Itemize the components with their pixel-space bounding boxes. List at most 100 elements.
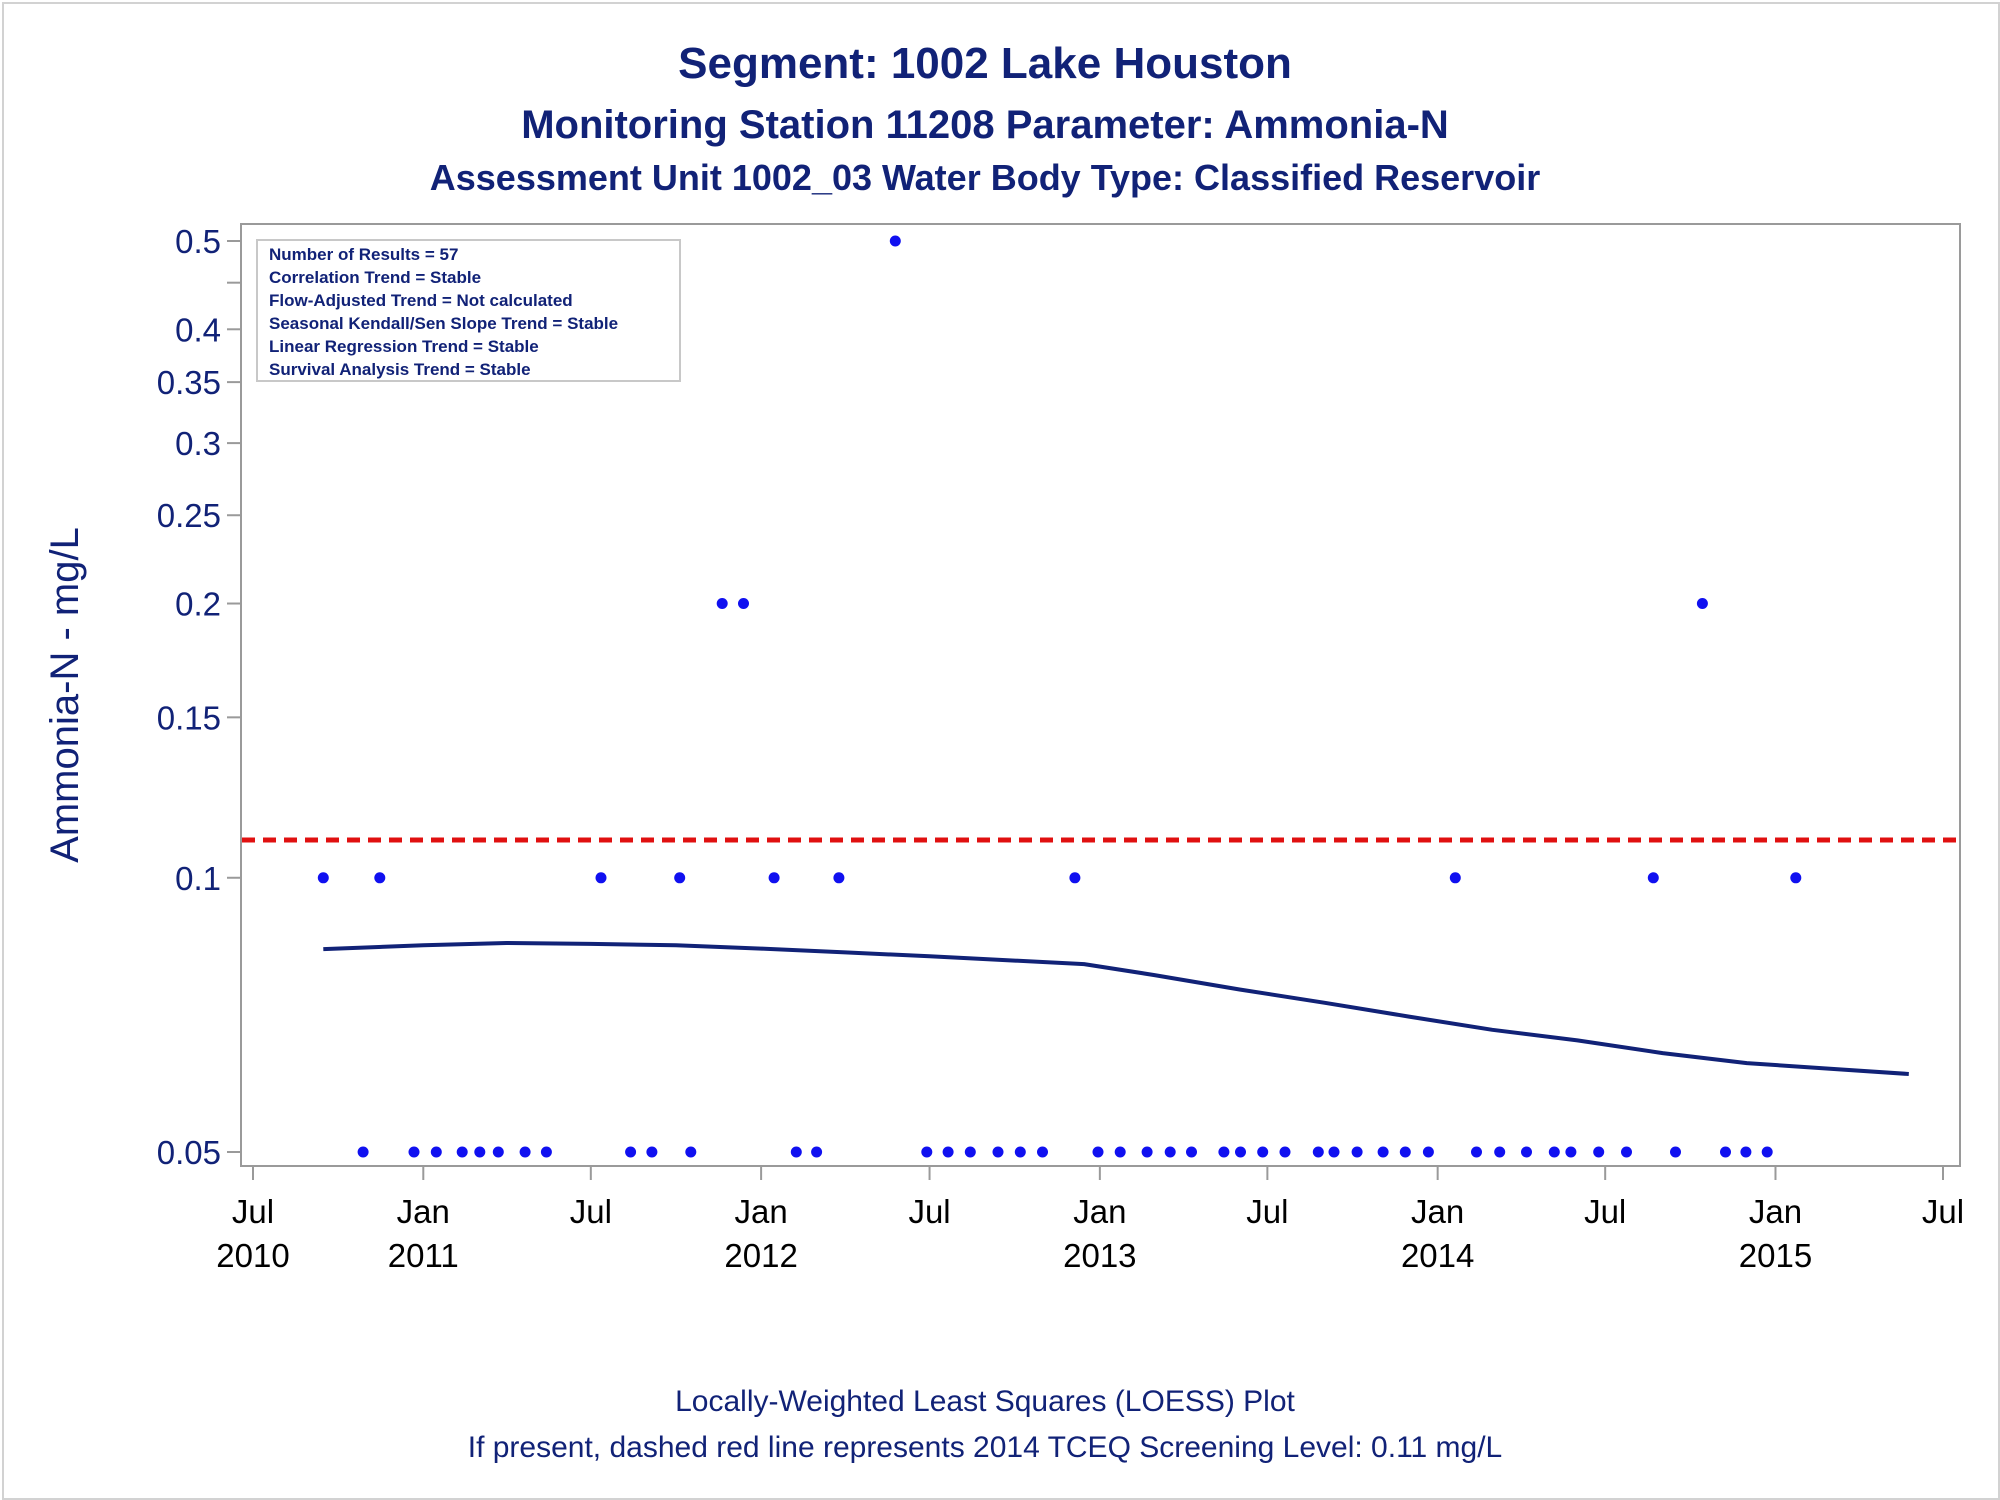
y-tick-label: 0.3 xyxy=(175,425,221,462)
x-tick-label: Jan xyxy=(735,1193,788,1230)
data-point xyxy=(790,1146,802,1158)
y-tick-label: 0.5 xyxy=(175,223,221,260)
data-point xyxy=(374,872,386,884)
data-point xyxy=(942,1146,954,1158)
data-point xyxy=(1186,1146,1197,1158)
data-point xyxy=(992,1146,1004,1158)
loess-curve xyxy=(323,941,1909,1076)
data-point xyxy=(1312,1146,1324,1158)
data-point xyxy=(1377,1146,1389,1158)
data-point xyxy=(1399,1146,1411,1158)
data-point xyxy=(625,1146,637,1158)
data-point xyxy=(811,1146,823,1158)
data-point xyxy=(1670,1146,1681,1158)
data-point xyxy=(768,872,780,884)
data-point xyxy=(1218,1146,1230,1158)
data-point xyxy=(738,598,749,609)
loess-line xyxy=(323,941,1909,1076)
data-point xyxy=(1494,1146,1506,1158)
x-tick-label: Jan xyxy=(1411,1193,1464,1230)
data-point xyxy=(1257,1146,1269,1158)
x-tick-label: Jan xyxy=(397,1193,450,1230)
data-point xyxy=(964,1146,976,1158)
stats-inset-line: Linear Regression Trend = Stable xyxy=(269,337,539,356)
y-tick-label: 0.15 xyxy=(157,699,221,736)
data-point xyxy=(357,1146,369,1158)
data-point xyxy=(674,872,686,884)
x-tick-label: Jan xyxy=(1749,1193,1802,1230)
data-point xyxy=(646,1146,658,1158)
y-tick-label: 0.4 xyxy=(175,311,221,348)
x-tick-label: Jul xyxy=(1584,1193,1626,1230)
x-tick-label: Jul xyxy=(232,1193,274,1230)
stats-inset-line: Correlation Trend = Stable xyxy=(269,268,481,287)
y-tick-label: 0.35 xyxy=(157,364,221,401)
data-point xyxy=(1521,1146,1532,1158)
data-point xyxy=(1141,1146,1153,1158)
y-tick-label: 0.2 xyxy=(175,586,221,623)
data-point xyxy=(889,235,901,247)
x-tick-year-label: 2014 xyxy=(1401,1237,1474,1274)
data-point xyxy=(1720,1146,1731,1158)
data-point xyxy=(1328,1146,1340,1158)
data-point xyxy=(716,598,728,609)
data-point xyxy=(540,1146,552,1158)
data-point xyxy=(1092,1146,1104,1158)
chart-subtitle-2: Assessment Unit 1002_03 Water Body Type:… xyxy=(430,157,1540,198)
x-tick-year-label: 2013 xyxy=(1063,1237,1136,1274)
data-point xyxy=(492,1146,504,1158)
data-point xyxy=(1548,1146,1560,1158)
x-tick-year-label: 2012 xyxy=(724,1237,797,1274)
data-point xyxy=(1593,1146,1605,1158)
data-point xyxy=(456,1146,468,1158)
stats-inset-border xyxy=(256,239,681,382)
data-point xyxy=(1422,1146,1434,1158)
data-point xyxy=(1279,1146,1291,1158)
data-point xyxy=(1069,872,1081,884)
stats-inset-line: Number of Results = 57 xyxy=(269,245,458,264)
y-tick-label: 0.25 xyxy=(157,497,221,534)
data-point xyxy=(1164,1146,1176,1158)
x-tick-label: Jan xyxy=(1073,1193,1126,1230)
data-point xyxy=(1114,1146,1126,1158)
data-point xyxy=(1740,1146,1752,1158)
stats-inset-line: Seasonal Kendall/Sen Slope Trend = Stabl… xyxy=(269,314,618,333)
chart-subtitle: Monitoring Station 11208 Parameter: Ammo… xyxy=(521,103,1449,147)
y-tick-label: 0.05 xyxy=(157,1134,221,1171)
x-tick-year-label: 2011 xyxy=(388,1237,459,1274)
data-point xyxy=(1014,1146,1026,1158)
x-tick-label: Jul xyxy=(908,1193,950,1230)
data-point xyxy=(1696,598,1708,609)
data-point xyxy=(685,1146,697,1158)
data-point xyxy=(1565,1146,1577,1158)
footnote-1: Locally-Weighted Least Squares (LOESS) P… xyxy=(675,1385,1295,1418)
stats-inset-line: Flow-Adjusted Trend = Not calculated xyxy=(269,291,573,310)
footnote-2: If present, dashed red line represents 2… xyxy=(468,1431,1503,1464)
data-point xyxy=(1471,1146,1482,1158)
data-point xyxy=(519,1146,531,1158)
data-point xyxy=(1449,872,1461,884)
y-axis: 0.05 0.1 0.15 0.2 0.25 0.3 0.35 0.4 0.5 xyxy=(157,223,241,1171)
data-point xyxy=(1621,1146,1632,1158)
data-point xyxy=(317,872,329,884)
data-point xyxy=(921,1146,933,1158)
x-tick-year-label: 2015 xyxy=(1739,1237,1812,1274)
data-point xyxy=(1790,872,1802,884)
data-point xyxy=(474,1146,486,1158)
data-point xyxy=(408,1146,420,1158)
x-axis: Jul 2010 Jan 2011 Jul Jan 2012 Jul Jan 2013 Jul Jan… xyxy=(216,1166,1964,1274)
data-point xyxy=(1037,1146,1048,1158)
data-points xyxy=(317,235,1802,1158)
stats-inset: Number of Results = 57 Correlation Trend … xyxy=(256,239,681,382)
data-point xyxy=(1351,1146,1363,1158)
data-point xyxy=(595,872,607,884)
x-tick-label: Jul xyxy=(1922,1193,1964,1230)
data-point xyxy=(430,1146,442,1158)
x-tick-label: Jul xyxy=(1246,1193,1288,1230)
data-point xyxy=(1761,1146,1773,1158)
x-tick-year-label: 2010 xyxy=(216,1237,289,1274)
x-tick-label: Jul xyxy=(570,1193,612,1230)
stats-inset-line: Survival Analysis Trend = Stable xyxy=(269,360,531,379)
y-tick-label: 0.1 xyxy=(175,860,221,897)
